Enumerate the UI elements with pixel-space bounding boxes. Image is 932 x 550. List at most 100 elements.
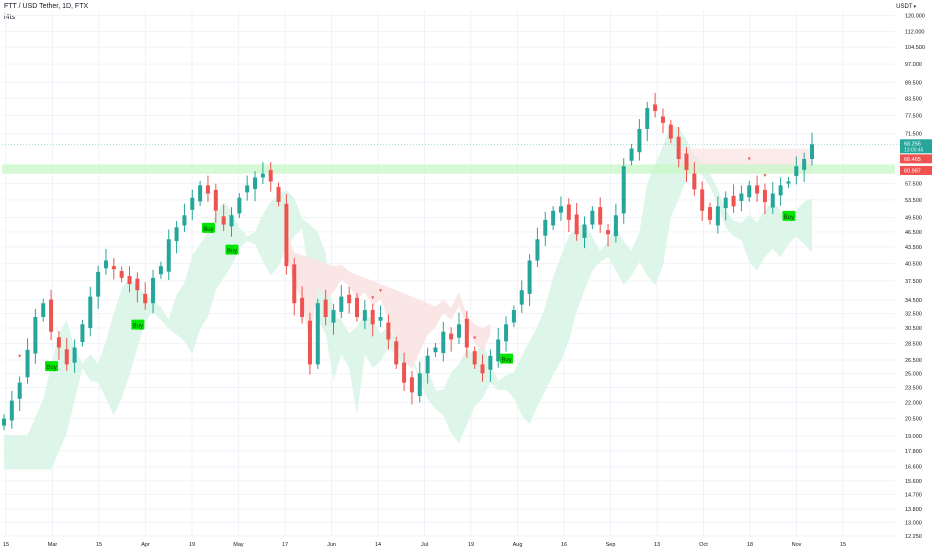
candle-body [543,219,548,236]
sell-marker [18,354,22,358]
buy-signal-text: Buy [133,324,143,330]
time-tick-label: 14 [375,542,381,548]
candle-body [472,351,477,365]
countdown-value: 13:00:45 [904,147,924,153]
price-tick-label: 49.500 [905,216,922,222]
indicator-label: i4ts [4,14,15,21]
candle-body [802,158,807,170]
candle-body [810,144,814,159]
time-tick-label: Jul [421,542,428,548]
price-tick-label: 83.500 [905,96,922,102]
candle-body [190,197,195,210]
buy-signal-text: Buy [227,249,237,255]
candle-body [151,277,156,304]
candle-body [284,203,289,267]
buy-signal-label [131,319,145,330]
price-tick-label: 17.800 [905,449,922,455]
candle-body [692,173,697,190]
last-price-value: 68.256 [904,141,921,147]
candle-body [386,322,391,340]
buy-signal-label [500,353,514,364]
candle-body [574,214,579,235]
candle-body [645,108,650,129]
last-price-tag [900,139,932,154]
candle-body [213,189,218,211]
time-tick-label: 17 [282,542,288,548]
buy-signals: Buy Buy Buy Buy Buy Buy [18,157,796,372]
price-tick-label: 28.500 [905,341,922,347]
price-tick-label: 37.500 [905,279,922,285]
price-tick-label: 15.600 [905,479,922,485]
candle-body [331,310,336,323]
price-tick-label: 23.500 [905,385,922,391]
candle-body [276,186,281,202]
price-tick-label: 22.000 [905,400,922,406]
buy-signal-text: Buy [46,365,56,371]
candle-body [755,185,760,194]
candle-body [268,170,273,182]
support-zone [2,164,895,174]
time-tick-label: Oct [699,542,708,548]
candle-body [135,278,140,291]
price-tick-label: 32.500 [905,312,922,318]
candle-body [496,339,501,362]
candle-body [221,216,226,225]
time-tick-label: 18 [747,542,753,548]
candle-body [174,227,179,242]
candle-body [739,193,744,201]
price-tick-label: 14.700 [905,492,922,498]
time-tick-label: Jun [327,542,336,548]
candle-body [480,364,485,374]
candle-body [33,317,38,354]
price-axis[interactable]: 120.000 112.000 104.500 97.000 89.500 83.500 7… [905,14,925,540]
time-tick-label: 15 [840,542,846,548]
candle-body [229,215,234,227]
candle-body [347,294,352,304]
time-axis[interactable]: 15 Mar 15 Apr 19 May 17 Jun 14 Jul 19 Aug 16 Sep 13 Oct… [3,542,846,548]
candle-body [80,324,85,343]
candle-body [449,333,454,340]
candle-body [629,148,634,161]
price-tick-label: 19.000 [905,434,922,440]
candle-body [621,166,626,214]
price-tick-label: 46.500 [905,230,922,236]
currency-selector[interactable]: USDT [896,4,916,10]
candle-body [260,173,265,178]
buy-signal-label [45,361,59,372]
price-tick-label: 34.500 [905,298,922,304]
candle-body [292,264,297,304]
candle-body [511,310,516,323]
candle-body [237,197,242,214]
candle-body [402,362,407,383]
buy-signal-text: Buy [501,358,511,364]
candle-body [684,153,689,170]
price-tick-label: 104.500 [905,45,925,51]
chart-title: FTT / USD Tether, 1D, FTX [4,3,89,10]
candle-body [205,185,210,194]
sell-marker [379,289,383,293]
candle-body [731,195,736,207]
candle-body [700,189,705,211]
candle-body [143,293,148,304]
price-tick-label: 57.500 [905,181,922,187]
buy-signal-label [782,210,796,221]
candle-body [394,341,399,365]
price-tick-label: 120.000 [905,14,925,20]
candle-body [590,210,595,225]
candle-body [245,185,250,193]
price-tick-label: 16.600 [905,465,922,471]
time-tick-label: 13 [654,542,660,548]
candle-body [488,355,493,370]
candle-body [2,418,6,426]
candle-body [72,347,77,363]
candle-body [88,296,93,328]
candle-body [41,303,46,318]
buy-signal-label [201,222,215,233]
candle-body [456,324,461,338]
candle-body [111,266,116,270]
ichimoku-cloud [4,124,812,470]
candle-body [786,181,791,184]
candle-body [166,239,171,272]
